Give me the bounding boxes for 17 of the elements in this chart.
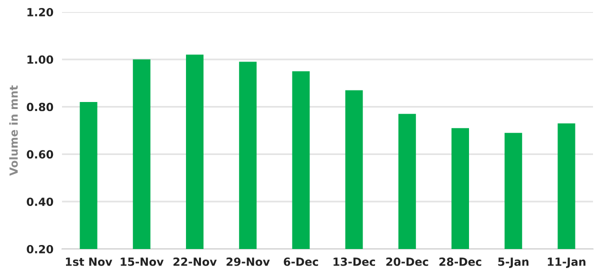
x-tick-label: 13-Dec (334, 258, 376, 266)
x-tick-label: 5-Jan (498, 258, 528, 268)
y-tick-label: 0.80 (26, 102, 54, 112)
x-tick-label: 11-Jan (548, 258, 586, 268)
y-tick-label: 0.40 (26, 198, 54, 206)
x-tick-label: 6-Dec (284, 258, 318, 266)
x-tick-label: 1st Nov (66, 258, 112, 266)
x-tick-label: 15-Nov (120, 258, 164, 266)
y-tick-label: 1.00 (28, 55, 54, 64)
y-tick-label: 1.20 (28, 8, 54, 16)
y-tick-label: 0.60 (26, 150, 54, 159)
x-tick-label: 20-Dec (386, 258, 428, 266)
y-tick-label: 0.20 (26, 244, 54, 254)
x-tick-label: 22-Nov (174, 258, 217, 266)
x-tick-label: 29-Nov (226, 258, 270, 266)
y-axis-title: Volume in mnt (9, 85, 18, 176)
x-tick-label: 28-Dec (439, 258, 482, 266)
